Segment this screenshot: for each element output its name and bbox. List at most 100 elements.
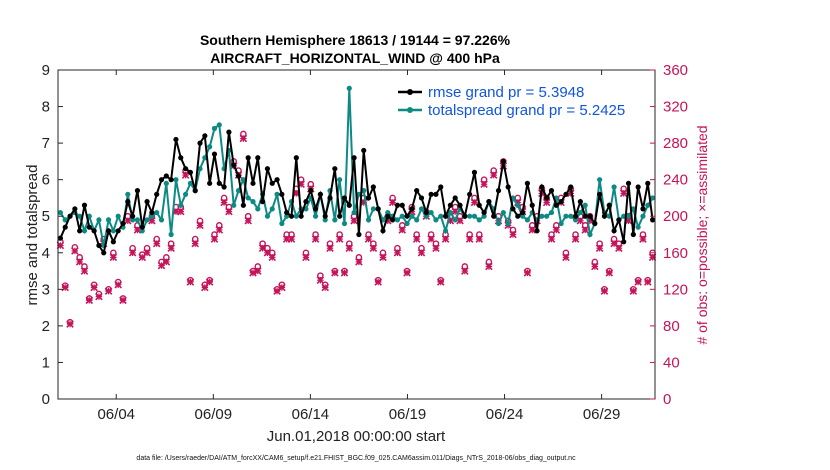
rmse-point	[649, 217, 656, 223]
obs-assimilated-marker	[311, 235, 320, 243]
rmse-point	[621, 239, 627, 245]
obs-count-layer	[56, 130, 657, 328]
rmse-point	[462, 213, 468, 219]
obs-assimilated-marker	[104, 287, 113, 295]
obs-assimilated-marker	[576, 217, 585, 225]
rmse-point	[245, 155, 251, 161]
obs-assimilated-marker	[331, 269, 339, 277]
spread-point	[139, 228, 145, 234]
rmse-point	[346, 202, 352, 208]
rmse-point	[197, 140, 203, 146]
obs-assimilated-marker	[302, 253, 310, 262]
obs-assimilated-marker	[133, 226, 142, 234]
y2-tick-label: 120	[663, 281, 688, 298]
rmse-point	[491, 213, 497, 219]
rmse-point	[327, 195, 333, 201]
obs-assimilated-marker	[157, 261, 166, 270]
y-axis-label: rmse and totalspread	[24, 165, 41, 306]
obs-assimilated-marker	[644, 278, 652, 286]
spread-point	[125, 191, 131, 197]
rmse-point	[380, 228, 386, 234]
rmse-point	[312, 206, 319, 212]
y-tick-label: 8	[42, 99, 50, 116]
rmse-point	[611, 228, 617, 234]
obs-assimilated-marker	[475, 235, 484, 243]
rmse-point	[115, 228, 121, 234]
obs-assimilated-marker	[547, 235, 556, 243]
obs-assimilated-marker	[552, 226, 561, 234]
obs-assimilated-marker	[639, 235, 647, 243]
spread-point	[428, 209, 434, 216]
rmse-point	[423, 209, 429, 216]
spread-point	[452, 217, 458, 223]
obs-assimilated-marker	[581, 226, 589, 234]
rmse-point	[144, 199, 150, 205]
spread-point	[346, 85, 352, 91]
obs-assimilated-marker	[287, 235, 296, 243]
rmse-point	[288, 213, 295, 219]
spread-point	[178, 202, 184, 208]
obs-assimilated-marker	[80, 267, 89, 275]
spread-point	[274, 191, 280, 197]
spread-point	[351, 209, 357, 216]
spread-point	[409, 213, 415, 219]
x-axis: 06/04 06/09 06/14 06/19 06/24 06/29	[97, 70, 620, 423]
rmse-point	[187, 169, 193, 175]
spread-point	[505, 220, 511, 227]
rmse-point	[520, 209, 526, 216]
rmse-point	[255, 155, 261, 161]
rmse-point	[91, 228, 97, 234]
rmse-point	[235, 173, 242, 179]
obs-assimilated-marker	[528, 226, 536, 234]
y-tick-label: 7	[42, 135, 50, 152]
rmse-point	[158, 177, 165, 183]
rmse-point	[293, 155, 299, 161]
spread-point	[130, 217, 136, 223]
rmse-point	[72, 206, 78, 212]
spread-point	[495, 220, 502, 227]
spread-point	[269, 206, 275, 212]
rmse-point	[279, 191, 285, 197]
y2-tick-label: 160	[663, 245, 688, 262]
spread-point	[77, 213, 83, 219]
obs-assimilated-marker	[210, 235, 219, 243]
rmse-point	[260, 199, 266, 205]
obs-assimilated-marker	[181, 171, 190, 179]
obs-assimilated-marker	[205, 278, 214, 286]
rmse-point	[240, 202, 246, 208]
obs-assimilated-marker	[629, 287, 638, 295]
rmse-point	[274, 177, 280, 183]
y-tick-label: 9	[42, 62, 50, 79]
rmse-point	[534, 228, 540, 234]
spread-point	[207, 144, 213, 150]
spread-point	[635, 224, 641, 230]
spread-point	[240, 177, 246, 183]
rmse-point	[558, 199, 564, 205]
obs-assimilated-marker	[254, 267, 262, 275]
spread-point	[62, 217, 68, 223]
spread-point	[279, 220, 285, 227]
spread-point	[481, 213, 487, 219]
rmse-point	[298, 213, 304, 219]
rmse-point	[486, 199, 492, 205]
spread-point	[582, 202, 588, 208]
obs-assimilated-marker	[239, 134, 248, 143]
rmse-point	[264, 166, 271, 172]
rmse-point	[524, 180, 531, 186]
spread-point	[471, 213, 478, 219]
rmse-point	[86, 224, 92, 230]
obs-assimilated-marker	[485, 262, 493, 271]
rmse-point	[134, 188, 141, 194]
obs-assimilated-marker	[278, 283, 286, 292]
obs-assimilated-marker	[364, 235, 373, 243]
y2-tick-label: 0	[663, 391, 671, 408]
left-axis: 0 1 2 3 4 5 6 7 8 9	[42, 62, 63, 408]
spread-point	[418, 206, 425, 212]
rmse-point	[539, 184, 545, 190]
rmse-point	[96, 242, 102, 249]
obs-assimilated-marker	[619, 189, 628, 198]
obs-assimilated-marker	[201, 283, 209, 292]
obs-assimilated-marker	[326, 244, 334, 252]
y2-tick-label: 280	[663, 135, 688, 152]
obs-assimilated-marker	[61, 283, 69, 292]
